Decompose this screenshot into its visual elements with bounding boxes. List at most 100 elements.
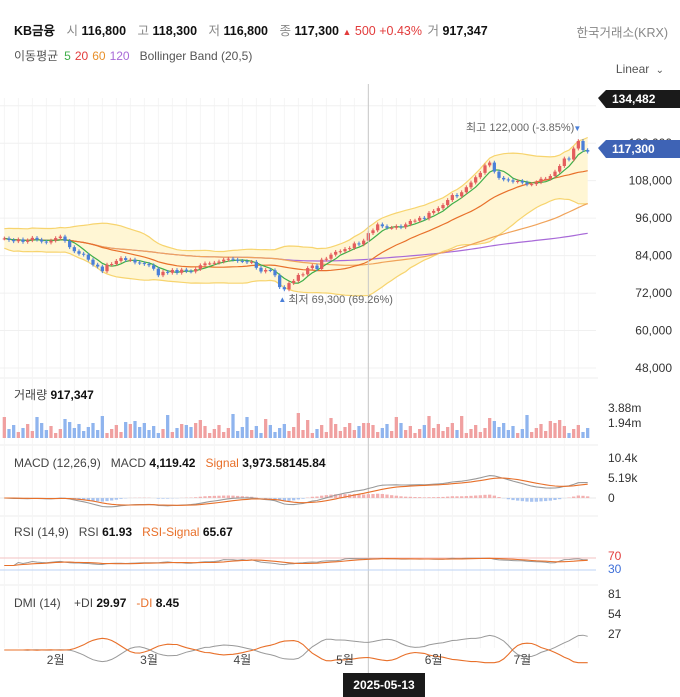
volume-bar	[175, 428, 179, 438]
candle-body	[324, 258, 328, 260]
candle-body	[273, 270, 277, 276]
macd-histogram-bar	[422, 497, 426, 498]
volume-bar	[100, 416, 104, 438]
candle-body	[268, 269, 272, 271]
bollinger-upper-line	[4, 136, 588, 253]
candle-body	[474, 177, 478, 183]
volume-bar	[544, 431, 548, 438]
top-price-badge-text: 134,482	[612, 92, 656, 106]
ma120-label: 120	[109, 49, 130, 63]
candle-body	[502, 177, 506, 180]
pdi-name: +DI	[74, 596, 94, 610]
candle-body	[138, 262, 142, 264]
volume-bar	[553, 423, 557, 438]
top-price-badge	[598, 90, 680, 108]
candle-body	[436, 208, 440, 211]
macd-histogram-bar	[212, 495, 216, 498]
volume-bar	[418, 429, 422, 438]
macd-histogram-bar	[539, 498, 543, 502]
volume-bar	[240, 427, 244, 438]
volume-bar	[128, 424, 132, 438]
volume-bar	[287, 431, 291, 438]
volume-bar	[273, 432, 277, 438]
macd-histogram-bar	[572, 496, 576, 498]
macd-histogram-bar	[119, 498, 123, 499]
macd-histogram-bar	[446, 496, 450, 498]
candle-body	[161, 271, 165, 276]
change-percent: +0.43%	[379, 24, 422, 38]
candle-body	[572, 148, 576, 160]
volume-bar	[292, 427, 296, 438]
candle-body	[49, 240, 53, 243]
candle-body	[194, 269, 198, 272]
volume-value: 917,347	[442, 24, 488, 38]
volume-bar	[380, 428, 384, 438]
macd-histogram-bar	[231, 495, 235, 498]
candle-body	[236, 259, 240, 261]
macd-histogram-bar	[525, 498, 529, 502]
volume-bar	[436, 424, 440, 438]
candle-body	[422, 217, 426, 219]
candle-body	[357, 243, 361, 245]
candle-body	[310, 265, 314, 269]
macd-histogram-bar	[581, 495, 585, 498]
candle-body	[404, 224, 408, 228]
open-value: 116,800	[81, 24, 127, 38]
high-label: 고	[137, 24, 150, 38]
macd-histogram-bar	[156, 498, 160, 499]
volume-bar	[376, 432, 380, 438]
change-arrow-icon: ▲	[342, 27, 352, 37]
candle-body	[292, 280, 296, 284]
volume-bar	[72, 428, 76, 438]
volume-bar	[520, 429, 524, 438]
macd-histogram-bar	[455, 496, 459, 498]
volume-bar	[404, 430, 408, 438]
volume-panel-title: 거래량	[14, 388, 48, 402]
candle-body	[385, 226, 389, 228]
volume-bar	[581, 432, 585, 438]
open-label: 시	[66, 24, 79, 38]
rsi-signal-line	[4, 557, 588, 567]
volume-bar	[189, 427, 193, 438]
volume-bar	[511, 426, 515, 438]
candle-body	[254, 261, 258, 268]
price-tick-label: 48,000	[635, 361, 672, 375]
price-tick-label: 108,000	[629, 174, 673, 188]
candle-body	[245, 261, 249, 263]
macd-histogram-bar	[483, 494, 487, 498]
candle-body	[133, 259, 137, 263]
candle-body	[371, 230, 375, 234]
ma-legend[interactable]: 이동평균 5 20 60 120 Bollinger Band (20,5)	[14, 47, 258, 64]
macd-histogram-bar	[553, 498, 557, 501]
volume-bar	[413, 433, 417, 438]
volume-bar	[483, 428, 487, 438]
candle-body	[530, 184, 534, 186]
volume-bar	[329, 418, 333, 438]
volume-bar	[12, 425, 16, 438]
candle-body	[124, 258, 128, 260]
candle-body	[114, 260, 118, 265]
macd-histogram-bar	[105, 498, 109, 502]
macd-histogram-bar	[380, 493, 384, 498]
macd-tick-label: 10.4k	[608, 451, 638, 465]
candle-body	[44, 241, 48, 243]
scale-mode-dropdown[interactable]: Linear ⌄	[616, 62, 664, 76]
volume-bar	[119, 432, 123, 438]
macd-histogram-bar	[287, 498, 291, 501]
volume-bar	[198, 420, 202, 438]
macd-histogram-bar	[534, 498, 538, 502]
volume-bar	[68, 422, 72, 438]
candle-body	[198, 265, 202, 270]
x-tick-label: 3월	[140, 653, 158, 667]
macd-histogram-bar	[320, 495, 324, 498]
candle-body	[544, 178, 548, 180]
chevron-down-icon: ⌄	[655, 65, 664, 76]
candle-body	[441, 205, 445, 209]
macd-histogram-bar	[278, 498, 282, 501]
macd-histogram-bar	[520, 498, 524, 502]
macd-histogram-bar	[315, 496, 319, 498]
macd-histogram-bar	[357, 494, 361, 498]
scale-mode-value: Linear	[615, 62, 650, 76]
volume-bar	[133, 421, 137, 438]
